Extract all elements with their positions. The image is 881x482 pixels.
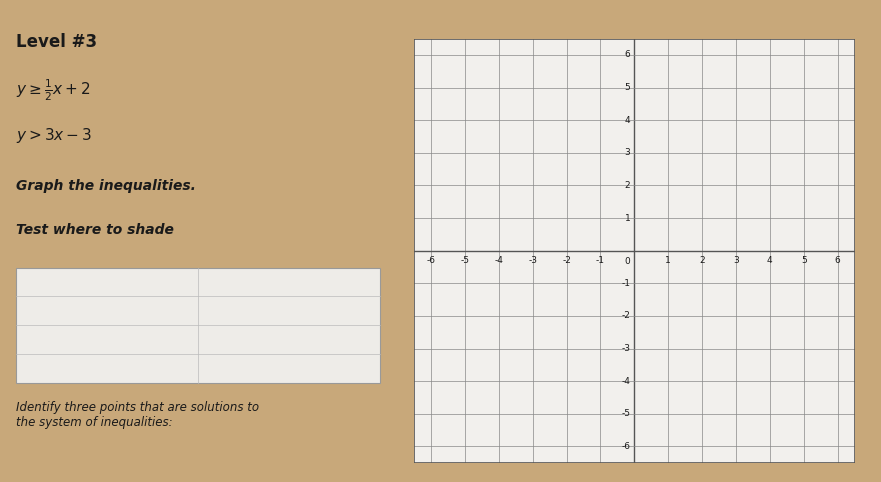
Text: 5: 5	[801, 255, 807, 265]
Text: -5: -5	[621, 409, 630, 418]
Text: Test where to shade: Test where to shade	[17, 223, 174, 237]
Text: -3: -3	[621, 344, 630, 353]
Text: 4: 4	[767, 255, 773, 265]
Text: -5: -5	[461, 255, 470, 265]
Text: -6: -6	[621, 442, 630, 451]
Text: 2: 2	[700, 255, 705, 265]
Text: 3: 3	[625, 148, 630, 157]
Text: 4: 4	[625, 116, 630, 125]
Text: 5: 5	[625, 83, 630, 92]
Text: -3: -3	[529, 255, 537, 265]
Text: Level #3: Level #3	[17, 33, 98, 51]
Text: -6: -6	[426, 255, 435, 265]
Text: -1: -1	[621, 279, 630, 288]
Text: $y \geq \frac{1}{2}x + 2$: $y \geq \frac{1}{2}x + 2$	[17, 77, 91, 103]
Text: 6: 6	[625, 51, 630, 59]
Text: Graph the inequalities.: Graph the inequalities.	[17, 179, 196, 193]
Text: 0: 0	[625, 256, 630, 266]
Text: 6: 6	[835, 255, 840, 265]
Text: -4: -4	[494, 255, 503, 265]
Bar	[17, 268, 380, 383]
Text: 1: 1	[665, 255, 671, 265]
Text: -1: -1	[596, 255, 605, 265]
Text: 2: 2	[625, 181, 630, 190]
Text: -2: -2	[621, 311, 630, 321]
Text: 3: 3	[733, 255, 739, 265]
Text: -2: -2	[562, 255, 571, 265]
Text: 1: 1	[625, 214, 630, 223]
Text: Identify three points that are solutions to
the system of inequalities:: Identify three points that are solutions…	[17, 401, 260, 428]
Text: $y > 3x - 3$: $y > 3x - 3$	[17, 126, 93, 145]
Text: -4: -4	[621, 376, 630, 386]
